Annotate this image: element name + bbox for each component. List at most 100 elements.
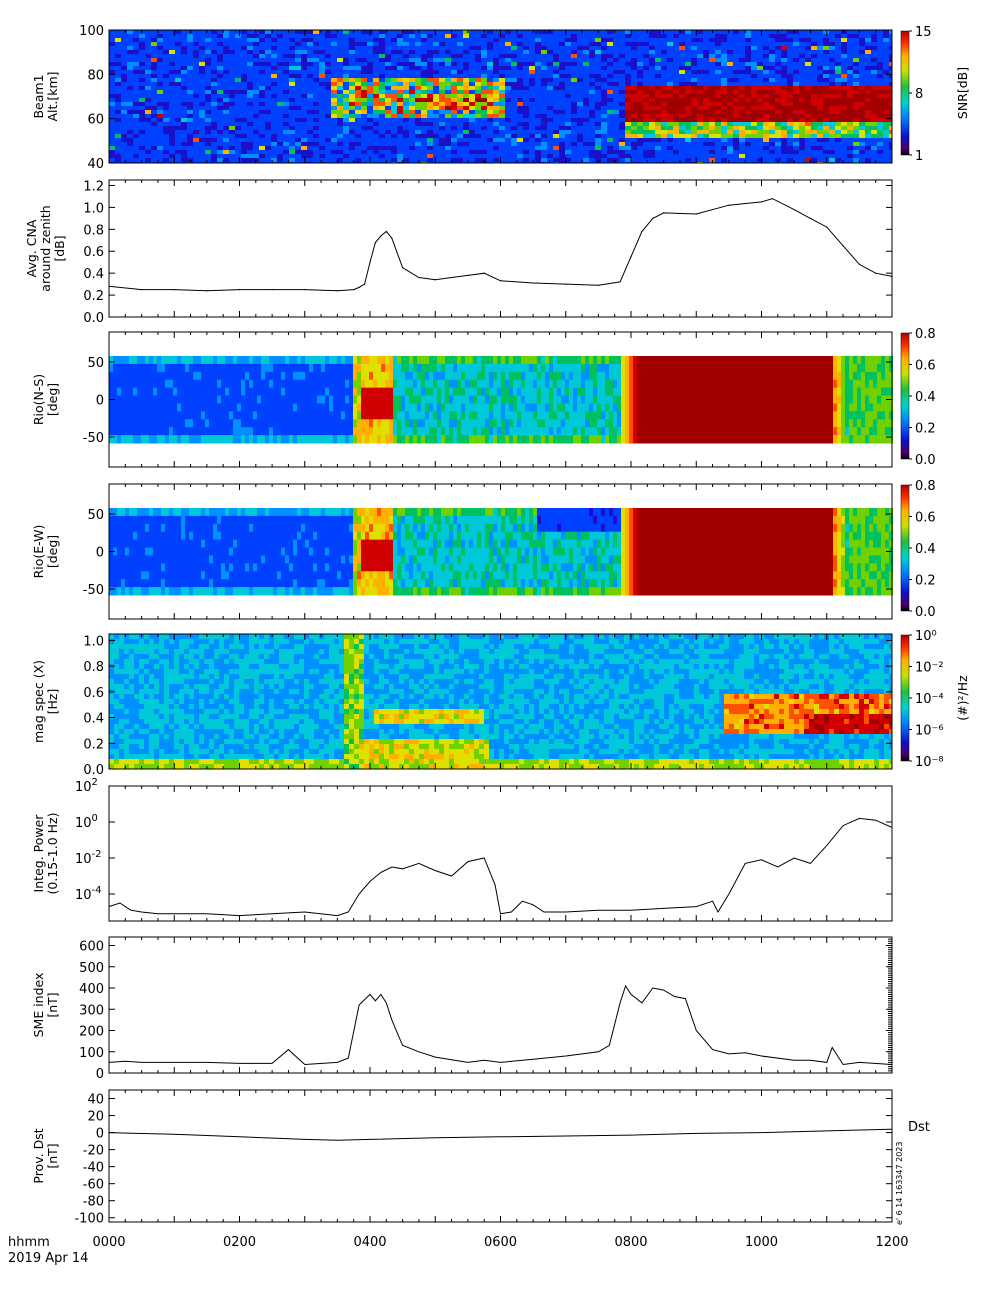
heatmap-cell (823, 94, 829, 98)
heatmap-cell (517, 34, 523, 38)
heatmap-cell (637, 42, 643, 46)
heatmap-cell (547, 158, 553, 162)
heatmap-cell (217, 158, 223, 162)
heatmap-cell (865, 86, 871, 90)
heatmap-cell (127, 46, 133, 50)
heatmap-cell (835, 154, 841, 158)
heatmap-cell (787, 146, 793, 150)
heatmap-cell (313, 58, 319, 62)
heatmap-cell (445, 86, 451, 90)
heatmap-cell (847, 106, 853, 110)
heatmap-cell (883, 38, 889, 42)
heatmap-cell (115, 66, 121, 70)
heatmap-cell (163, 114, 169, 118)
heatmap-cell (153, 395, 157, 404)
heatmap-cell (397, 134, 403, 138)
heatmap-cell (127, 122, 133, 126)
heatmap-cell (199, 42, 205, 46)
heatmap-cell (805, 90, 811, 94)
heatmap-cell (409, 150, 415, 154)
heatmap-cell (409, 118, 415, 122)
heatmap-cell (589, 78, 595, 82)
heatmap-cell (247, 126, 253, 130)
heatmap-cell (619, 86, 625, 90)
heatmap-cell (163, 90, 169, 94)
heatmap-cell (349, 158, 355, 162)
heatmap-cell (229, 158, 235, 162)
heatmap-cell (817, 94, 823, 98)
heatmap-cell (295, 42, 301, 46)
heatmap-cell (129, 387, 133, 397)
heatmap-cell (607, 82, 613, 86)
heatmap-cell (505, 54, 511, 58)
heatmap-cell (577, 34, 583, 38)
heatmap-cell (655, 130, 661, 134)
heatmap-cell (271, 146, 277, 150)
heatmap-cell (721, 114, 727, 118)
heatmap-cell (151, 134, 157, 138)
heatmap-cell (277, 138, 283, 142)
heatmap-cell (451, 134, 457, 138)
heatmap-cell (547, 138, 553, 142)
heatmap-cell (355, 34, 361, 38)
heatmap-cell (643, 62, 649, 66)
heatmap-cell (415, 54, 421, 58)
heatmap-cell (631, 134, 637, 138)
heatmap-cell (667, 82, 673, 86)
heatmap-cell (163, 158, 169, 162)
heatmap-cell (181, 379, 185, 389)
heatmap-cell (865, 114, 871, 118)
heatmap-cell (529, 30, 535, 34)
heatmap-cell (871, 50, 877, 54)
heatmap-cell (331, 94, 337, 98)
heatmap-cell (385, 58, 391, 62)
cna-point (402, 267, 404, 269)
heatmap-cell (553, 158, 559, 162)
heatmap-cell (277, 134, 283, 138)
heatmap-cell (349, 90, 355, 94)
heatmap-cell (379, 118, 385, 122)
heatmap-cell (313, 114, 319, 118)
heatmap-cell (427, 34, 433, 38)
heatmap-cell (847, 94, 853, 98)
heatmap-cell (667, 126, 673, 130)
heatmap-cell (337, 154, 343, 158)
heatmap-cell (607, 130, 613, 134)
heatmap-cell (487, 114, 493, 118)
heatmap-cell (595, 102, 601, 106)
heatmap-cell (583, 142, 589, 146)
heatmap-cell (619, 158, 625, 162)
heatmap-cell (253, 34, 259, 38)
cna-point (826, 226, 828, 228)
colorbar-label-0: SNR[dB] (955, 67, 970, 119)
heatmap-cell (847, 158, 853, 162)
heatmap-cell (781, 42, 787, 46)
heatmap-cell (121, 82, 127, 86)
heatmap-cell (163, 86, 169, 90)
heatmap-cell (199, 58, 205, 62)
heatmap-cell (679, 154, 685, 158)
heatmap-cell (331, 122, 337, 126)
heatmap-cell (529, 146, 535, 150)
heatmap-cell (547, 46, 553, 50)
heatmap-cell (487, 62, 493, 66)
heatmap-cell (619, 70, 625, 74)
heatmap-cell (481, 154, 487, 158)
heatmap-cell (197, 387, 201, 397)
heatmap-cell (175, 150, 181, 154)
heatmap-cell (129, 371, 133, 381)
heatmap-cell (727, 114, 733, 118)
heatmap-cell (475, 58, 481, 62)
heatmap-cell (793, 146, 799, 150)
heatmap-cell (751, 138, 757, 142)
heatmap-cell (847, 90, 853, 94)
heatmap-cell (691, 122, 697, 126)
heatmap-cell (667, 46, 673, 50)
heatmap-cell (109, 90, 115, 94)
heatmap-cell (589, 106, 595, 110)
cna-point (728, 204, 730, 206)
heatmap-cell (139, 86, 145, 90)
heatmap-cell (709, 158, 715, 162)
heatmap-cell (835, 42, 841, 46)
heatmap-cell (703, 122, 709, 126)
